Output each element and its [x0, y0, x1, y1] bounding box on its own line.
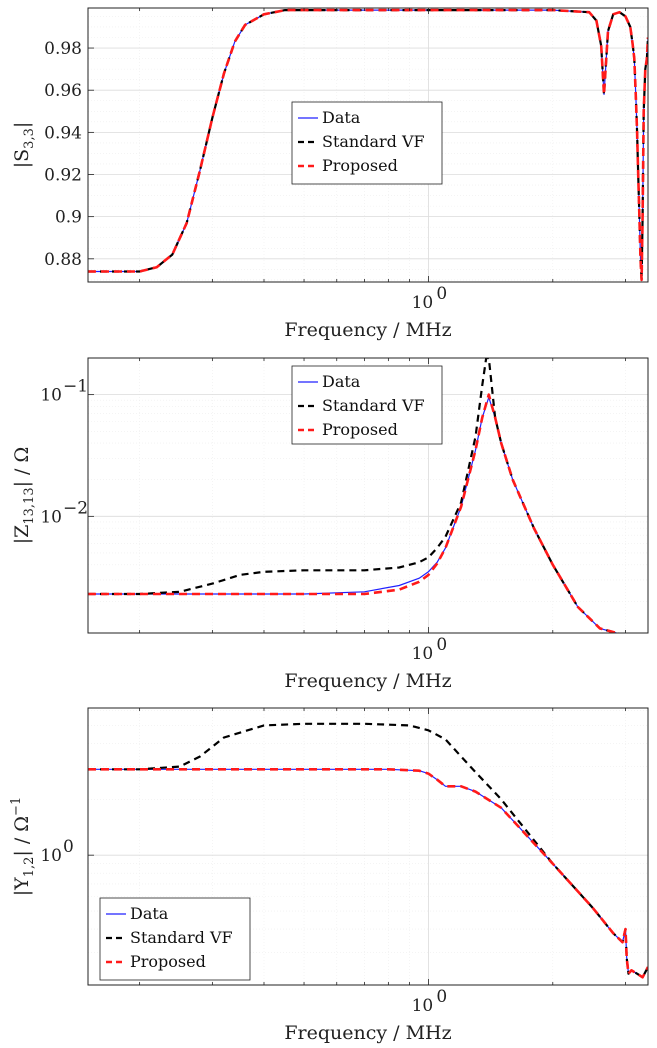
- x-tick-label: 10: [412, 996, 434, 1016]
- y-tick-label: 0.96: [44, 81, 82, 101]
- tick-marks: [88, 708, 626, 985]
- legend: Data Standard VF Proposed: [99, 897, 251, 981]
- series-line-proposed: [88, 393, 622, 633]
- x-grid: [139, 8, 626, 282]
- x-tick-label: 10: [412, 293, 434, 313]
- y-tick-label: 0.88: [44, 250, 82, 270]
- y-tick-label: 10: [40, 846, 62, 866]
- series-line-standard-vf: [88, 358, 621, 633]
- plot-frame: [87, 707, 649, 986]
- legend-label: Data: [130, 904, 169, 923]
- series-group: [88, 358, 622, 633]
- x-tick-label-exponent: 0: [436, 284, 447, 304]
- y-tick-label-exponent: −2: [63, 498, 88, 518]
- x-tick-label: 10: [412, 644, 434, 664]
- legend-label: Data: [322, 108, 361, 127]
- x-tick-label-exponent: 0: [436, 987, 447, 1007]
- y-tick-label: 10: [40, 507, 62, 527]
- legend-label: Standard VF: [322, 132, 425, 151]
- series-line-standard-vf: [88, 722, 648, 979]
- series-line-proposed: [88, 767, 648, 979]
- legend: Data Standard VF Proposed: [291, 101, 443, 185]
- x-axis-title: Frequency / MHz: [284, 1022, 451, 1044]
- panel-s33: 10 0 0.88 0.9 0.92 0.94 0.96 0.98 Frequency / MH…: [11, 7, 649, 341]
- y-axis-title: |Z13,13| / Ω: [11, 447, 37, 544]
- y-tick-label: 0.98: [44, 39, 82, 59]
- legend-label: Standard VF: [130, 928, 233, 947]
- y-grid: [88, 16, 648, 281]
- plot-frame: [87, 7, 649, 283]
- legend-label: Proposed: [322, 156, 398, 175]
- legend: Data Standard VF Proposed: [291, 365, 443, 445]
- plot-frame: [87, 357, 649, 634]
- series-group: [88, 8, 648, 282]
- legend-box: [99, 897, 251, 981]
- y-axis-title: |Y1,2| / Ω−1: [9, 797, 37, 896]
- legend-label: Proposed: [130, 952, 206, 971]
- legend-box: [291, 365, 443, 445]
- x-tick-label-exponent: 0: [436, 635, 447, 655]
- legend-box: [291, 101, 443, 185]
- legend-label: Proposed: [322, 420, 398, 439]
- legend-label: Standard VF: [322, 396, 425, 415]
- y-tick-label-exponent: 0: [63, 837, 74, 857]
- series-group: [88, 722, 648, 979]
- y-axis-title: |S3,3|: [11, 122, 37, 169]
- y-tick-label: 0.94: [44, 123, 82, 143]
- x-axis-title: Frequency / MHz: [284, 670, 451, 692]
- tick-marks: [88, 358, 626, 633]
- x-grid: [139, 708, 626, 985]
- y-tick-label-exponent: −1: [63, 377, 88, 397]
- y-tick-label: 0.92: [44, 166, 82, 186]
- series-line-proposed: [88, 8, 648, 282]
- y-tick-label: 0.9: [55, 208, 82, 228]
- x-axis-title: Frequency / MHz: [284, 319, 451, 341]
- tick-marks: [88, 8, 626, 282]
- y-tick-label: 10: [40, 386, 62, 406]
- legend-label: Data: [322, 372, 361, 391]
